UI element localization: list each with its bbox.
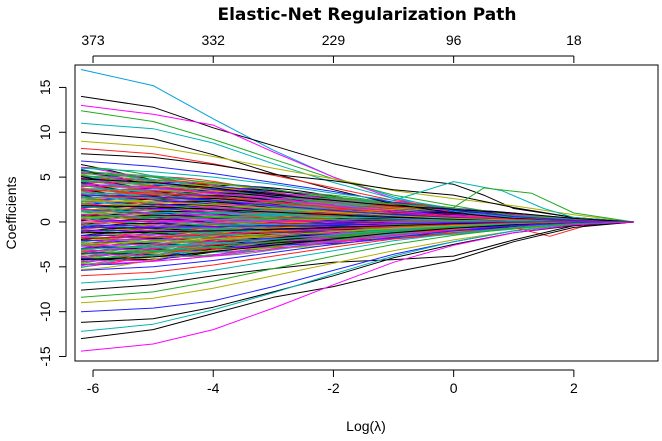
x-tick-label: -6: [87, 380, 100, 396]
x-tick-label: 0: [450, 380, 458, 396]
coefficient-paths: [80, 69, 635, 352]
coefficient-path: [80, 153, 635, 223]
y-tick-label: 15: [37, 79, 53, 95]
top-tick-label: 18: [566, 32, 582, 48]
x-tick-label: 2: [570, 380, 578, 396]
coefficient-path: [80, 95, 635, 223]
y-axis-label: Coefficients: [3, 177, 19, 250]
x-axis-label: Log(λ): [346, 418, 386, 434]
coefficient-path: [80, 221, 634, 239]
coefficient-path: [80, 221, 635, 352]
y-axis: -15 -10 -5 0 5 10 15: [37, 79, 67, 367]
y-tick-label: -10: [37, 301, 53, 321]
coefficient-path: [80, 178, 635, 223]
x-axis: -6 -4 -2 0 2: [87, 369, 578, 396]
y-tick-label: 5: [37, 173, 53, 181]
top-tick-label: 332: [202, 32, 226, 48]
y-tick-label: 0: [37, 218, 53, 226]
top-tick-label: 229: [322, 32, 346, 48]
coefficient-path: [80, 221, 635, 332]
coefficient-path: [80, 221, 635, 271]
y-tick-label: 10: [37, 124, 53, 140]
top-axis: 373 332 229 96 18: [81, 32, 582, 63]
x-tick-label: -4: [207, 380, 220, 396]
coefficient-path: [80, 221, 635, 291]
y-tick-label: -5: [37, 260, 53, 273]
coefficient-path: [80, 221, 635, 340]
y-tick-label: -15: [37, 346, 53, 366]
coefficient-path: [80, 221, 635, 298]
top-tick-label: 96: [446, 32, 462, 48]
x-tick-label: -2: [327, 380, 340, 396]
top-tick-label: 373: [81, 32, 105, 48]
coefficient-path: [80, 173, 635, 223]
coefficient-path: [80, 167, 635, 223]
chart-title: Elastic-Net Regularization Path: [217, 5, 516, 25]
coefficient-path: [80, 221, 635, 277]
